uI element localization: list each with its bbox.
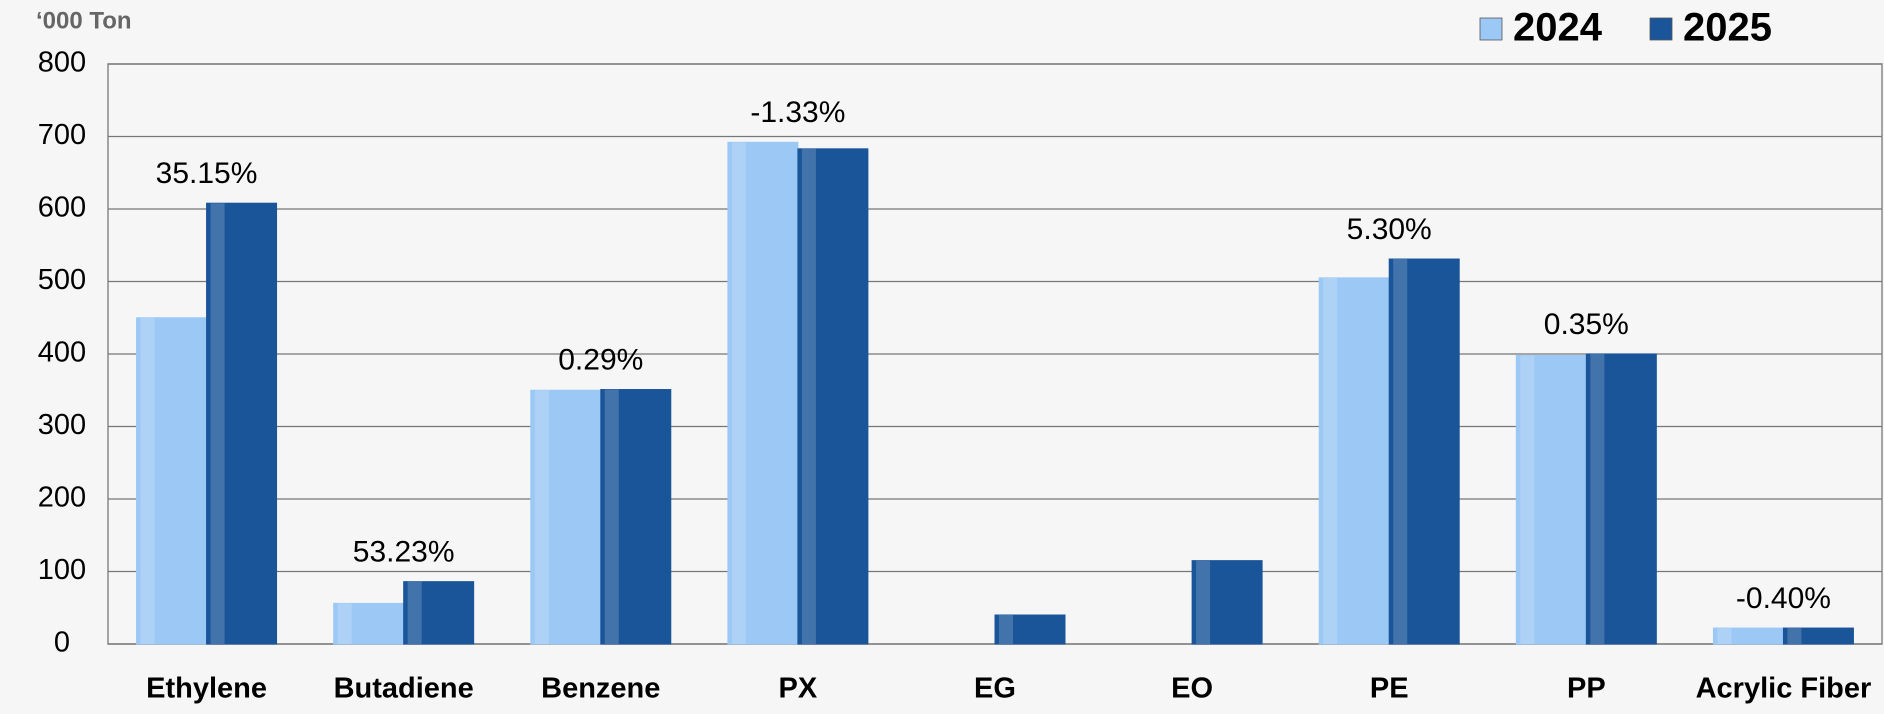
bar xyxy=(403,581,475,645)
y-tick-label: 100 xyxy=(38,554,86,586)
bar xyxy=(1388,258,1460,645)
bar-highlight xyxy=(210,203,225,644)
bar-highlight xyxy=(801,148,816,644)
annotation: 53.23% xyxy=(353,536,455,569)
bar xyxy=(530,389,602,645)
y-tick-label: 400 xyxy=(38,337,86,369)
annotation: -0.40% xyxy=(1736,582,1831,615)
bar xyxy=(1515,354,1587,645)
bar xyxy=(206,202,278,645)
annotation: 0.35% xyxy=(1544,308,1629,341)
legend-marker xyxy=(1649,17,1673,41)
x-tick-label: Acrylic Fiber xyxy=(1696,673,1872,705)
x-tick-label: Ethylene xyxy=(146,673,267,705)
x-tick-label: EO xyxy=(1171,673,1213,705)
y-tick-label: 600 xyxy=(38,192,86,224)
bar-highlight xyxy=(1520,355,1535,644)
bar xyxy=(727,141,799,645)
y-tick-label: 800 xyxy=(38,47,86,79)
bar-highlight xyxy=(1393,259,1408,644)
bar xyxy=(600,389,672,645)
x-tick-label: PX xyxy=(779,673,818,705)
x-tick-label: PP xyxy=(1567,673,1606,705)
bar xyxy=(1318,277,1390,645)
annotation: 35.15% xyxy=(156,157,258,190)
bar-highlight xyxy=(731,142,746,645)
bar xyxy=(994,614,1066,645)
y-tick-label: 700 xyxy=(38,119,86,151)
y-tick-label: 200 xyxy=(38,482,86,514)
legend-label: 2024 xyxy=(1513,6,1603,50)
y-tick-label: 500 xyxy=(38,264,86,296)
legend-marker xyxy=(1479,17,1503,41)
bar xyxy=(1585,353,1657,645)
bar-highlight xyxy=(407,581,422,644)
annotation: 5.30% xyxy=(1347,213,1432,246)
annotation: -1.33% xyxy=(750,96,845,129)
bar-highlight xyxy=(1787,628,1802,644)
bar-highlight xyxy=(534,390,549,644)
bar-highlight xyxy=(1323,277,1338,644)
y-tick-label: 0 xyxy=(54,627,70,659)
bar-highlight xyxy=(1717,628,1732,644)
bar xyxy=(1191,560,1263,645)
bar-highlight xyxy=(604,389,619,644)
legend-label: 2025 xyxy=(1683,6,1772,50)
annotation: 0.29% xyxy=(558,343,643,376)
x-tick-label: PE xyxy=(1370,673,1409,705)
bar-highlight xyxy=(140,317,155,644)
x-tick-label: EG xyxy=(974,673,1016,705)
bar xyxy=(333,602,405,645)
x-tick-label: Benzene xyxy=(541,673,660,705)
bar-highlight xyxy=(337,603,352,644)
bar-highlight xyxy=(1590,354,1605,644)
y-axis-label: ‘000 Ton xyxy=(36,7,132,34)
y-tick-label: 300 xyxy=(38,409,86,441)
x-tick-label: Butadiene xyxy=(334,673,474,705)
bar-highlight xyxy=(1196,560,1211,644)
bar xyxy=(797,148,869,645)
bar-highlight xyxy=(999,615,1013,644)
bar xyxy=(1782,627,1854,645)
